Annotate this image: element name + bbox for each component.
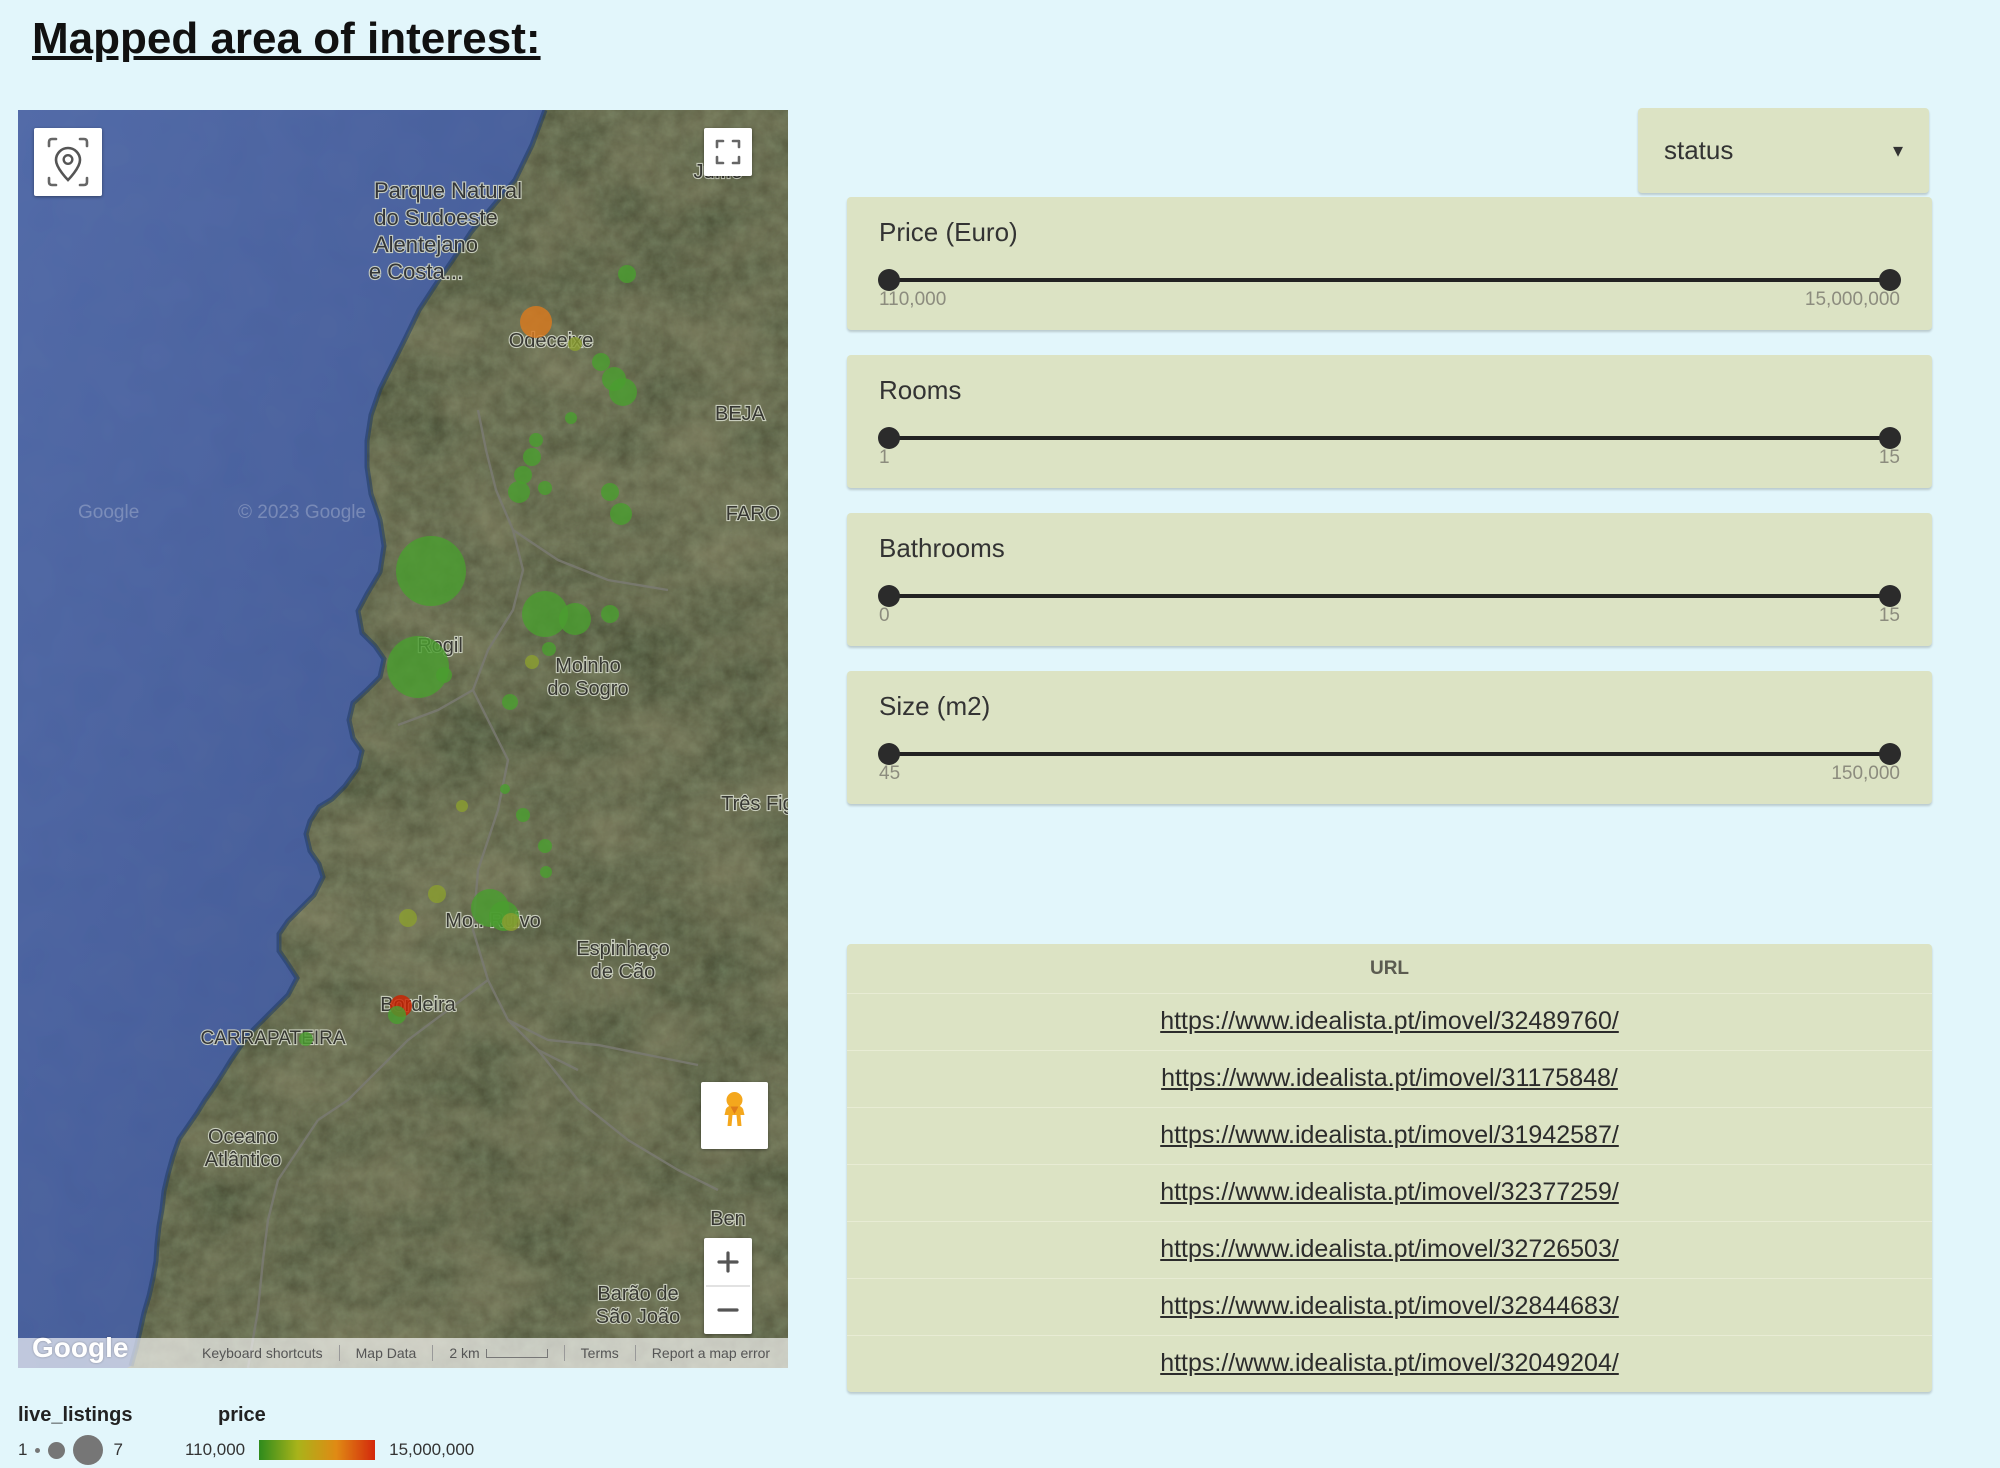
svg-text:do Sudoeste: do Sudoeste [374,205,498,230]
svg-text:de Cão: de Cão [591,961,656,983]
svg-text:Espinhaço: Espinhaço [576,938,669,960]
svg-text:Parque Natural: Parque Natural [374,178,522,203]
svg-text:Três Figo: Três Figo [721,793,788,815]
svg-text:São João: São João [596,1306,681,1328]
svg-text:Atlântico: Atlântico [205,1149,282,1171]
svg-text:do Sogro: do Sogro [547,678,628,700]
svg-text:FARO: FARO [726,503,780,525]
svg-text:BEJA: BEJA [715,403,766,425]
svg-text:Moinho: Moinho [555,655,621,677]
svg-text:CARRAPATEIRA: CARRAPATEIRA [201,1028,346,1049]
svg-text:Ben: Ben [710,1208,746,1230]
svg-text:Alentejano: Alentejano [374,232,478,257]
svg-text:Barão de: Barão de [597,1283,678,1305]
svg-text:Oceano: Oceano [208,1126,278,1148]
svg-text:Google: Google [78,502,139,523]
svg-text:e Costa...: e Costa... [369,259,463,284]
svg-text:© 2023 Google: © 2023 Google [238,502,366,523]
